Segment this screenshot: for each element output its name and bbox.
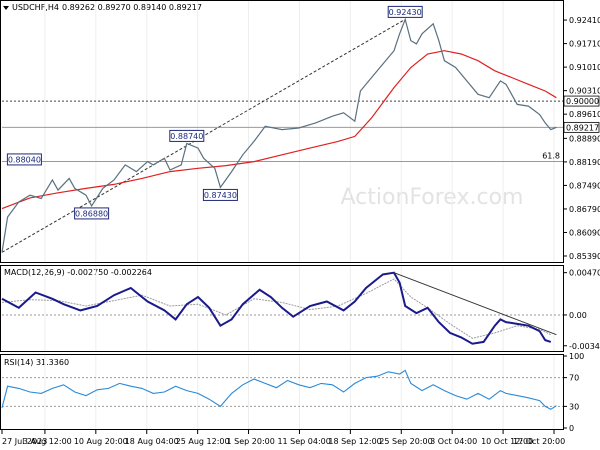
rsi-panel: 100 70 30 0 bbox=[1, 352, 584, 433]
x-tick-label: 3 Aug 12:00 bbox=[23, 437, 72, 446]
y-tick-label: 0.86090 bbox=[569, 228, 600, 237]
y-tick-label: 0.86790 bbox=[569, 205, 600, 214]
macd-title: MACD(12,26,9) -0.002750 -0.002264 bbox=[4, 268, 152, 277]
price-tag-label: 0.89217 bbox=[566, 123, 599, 132]
x-tick-label: 27 Jul 2023 bbox=[2, 437, 47, 446]
y-tick-label: 0.91010 bbox=[569, 63, 600, 72]
y-tick-label: 70 bbox=[569, 374, 579, 383]
y-tick-label: 0.89610 bbox=[569, 110, 600, 119]
price-label: 0.88040 bbox=[8, 155, 41, 164]
x-tick-label: 18 Aug 04:00 bbox=[125, 437, 179, 446]
symbol-label: USDCHF,H4 bbox=[12, 3, 59, 12]
y-tick-label: 100 bbox=[569, 352, 584, 361]
y-tick-label: 0.004704 bbox=[569, 269, 600, 278]
x-tick-label: 18 Sep 12:00 bbox=[328, 437, 381, 446]
macd-panel-frame bbox=[0, 265, 564, 352]
fib-label: 61.8 bbox=[542, 152, 560, 161]
x-tick-label: 11 Sep 04:00 bbox=[277, 437, 330, 446]
moving-average-line bbox=[1, 50, 557, 210]
x-tick-label: 25 Aug 12:00 bbox=[176, 437, 230, 446]
x-tick-label: 3 Oct 04:00 bbox=[430, 437, 477, 446]
y-tick-label: 0.88190 bbox=[569, 158, 600, 167]
y-tick-label: 0.85390 bbox=[569, 252, 600, 261]
x-tick-label: 10 Oct 12:00 bbox=[481, 437, 533, 446]
price-label: 0.87430 bbox=[204, 191, 237, 200]
price-label: 0.86880 bbox=[75, 209, 108, 218]
price-label-box bbox=[169, 129, 205, 142]
x-tick-label: 17 Oct 20:00 bbox=[513, 437, 565, 446]
price-tag bbox=[563, 95, 600, 107]
watermark: ActionForex.com bbox=[341, 185, 524, 210]
macd-line bbox=[1, 271, 552, 345]
price-line bbox=[1, 17, 557, 253]
y-tick-label: -0.003429 bbox=[569, 342, 600, 351]
y-tick-label: 0.91710 bbox=[569, 40, 600, 49]
price-label: 0.88740 bbox=[170, 132, 203, 141]
y-tick-label: 0.92410 bbox=[569, 16, 600, 25]
price-label-box bbox=[202, 188, 238, 201]
price-panel-frame bbox=[0, 0, 564, 263]
price-label-box bbox=[387, 5, 423, 18]
price-panel: 0.92410 0.91710 0.91010 0.90310 0.89610 0.888… bbox=[1, 1, 600, 262]
x-tick-label: 10 Aug 20:00 bbox=[74, 437, 128, 446]
price-tag bbox=[563, 121, 600, 133]
x-tick-label: 1 Sep 20:00 bbox=[227, 437, 275, 446]
price-tag-label: 0.90000 bbox=[566, 97, 599, 106]
y-tick-label: 0 bbox=[569, 424, 574, 433]
y-tick-label: 0.00 bbox=[569, 311, 587, 320]
y-tick-label: 0.90310 bbox=[569, 87, 600, 96]
price-label-box bbox=[6, 153, 42, 166]
rsi-line bbox=[1, 369, 557, 410]
dropdown-triangle-icon[interactable] bbox=[3, 6, 9, 10]
rsi-title: RSI(14) 31.3360 bbox=[4, 358, 69, 367]
ohlc-values: 0.89262 0.89270 0.89140 0.89217 bbox=[62, 3, 202, 12]
y-tick-label: 0.88890 bbox=[569, 134, 600, 143]
y-tick-label: 0.87490 bbox=[569, 181, 600, 190]
macd-trendline bbox=[393, 272, 557, 336]
rsi-panel-frame bbox=[0, 354, 564, 430]
price-label: 0.92430 bbox=[389, 8, 422, 17]
price-label-box bbox=[74, 207, 110, 220]
x-tick-label: 25 Sep 20:00 bbox=[379, 437, 432, 446]
macd-signal-line bbox=[1, 278, 552, 339]
y-tick-label: 30 bbox=[569, 402, 579, 411]
macd-panel: 0.004704 0.00 -0.003429 bbox=[1, 266, 600, 351]
